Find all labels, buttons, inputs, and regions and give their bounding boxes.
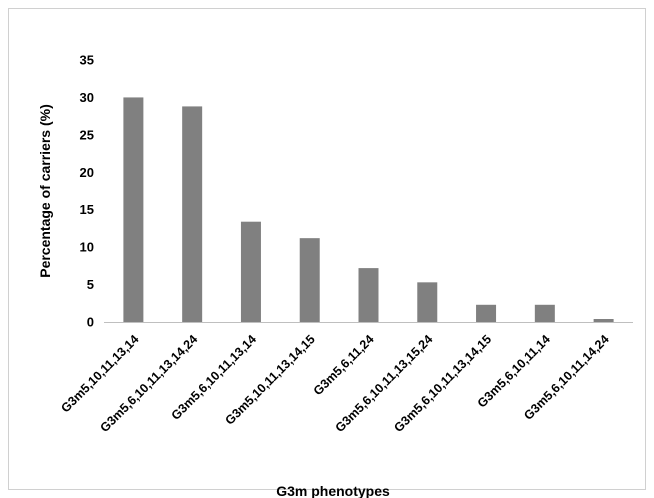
y-tick-label: 25 <box>80 127 94 142</box>
bar <box>123 97 144 322</box>
x-tick-label: G3m5,6,10,11,13,14,15 <box>391 332 494 435</box>
x-tick-label: G3m5,6,10,11,13,15,24 <box>333 332 436 435</box>
bar <box>593 319 614 322</box>
bar <box>476 304 497 322</box>
y-tick-label: 0 <box>87 315 94 330</box>
bar <box>534 304 555 322</box>
x-axis-tick-labels: G3m5,10,11,13,14G3m5,6,10,11,13,14,24G3m… <box>58 332 611 435</box>
chart-frame <box>8 8 646 490</box>
y-tick-label: 10 <box>80 240 94 255</box>
x-tick-label: G3m5,6,10,11,13,14,24 <box>97 332 200 435</box>
bar <box>182 106 203 322</box>
bar <box>299 238 320 322</box>
x-axis-label: G3m phenotypes <box>276 483 390 498</box>
y-tick-label: 30 <box>80 90 94 105</box>
y-tick-label: 5 <box>87 277 94 292</box>
y-tick-label: 35 <box>80 53 94 68</box>
bars <box>123 97 614 322</box>
y-tick-label: 15 <box>80 202 94 217</box>
y-axis-ticks: 0 5 10 15 20 25 30 35 <box>80 53 94 330</box>
bar <box>240 221 261 322</box>
x-tick-label: G3m5,6,11,24 <box>311 332 377 398</box>
bar <box>417 282 438 322</box>
y-axis-label: Percentage of carriers (%) <box>37 104 53 278</box>
y-tick-label: 20 <box>80 165 94 180</box>
bar <box>358 268 379 322</box>
